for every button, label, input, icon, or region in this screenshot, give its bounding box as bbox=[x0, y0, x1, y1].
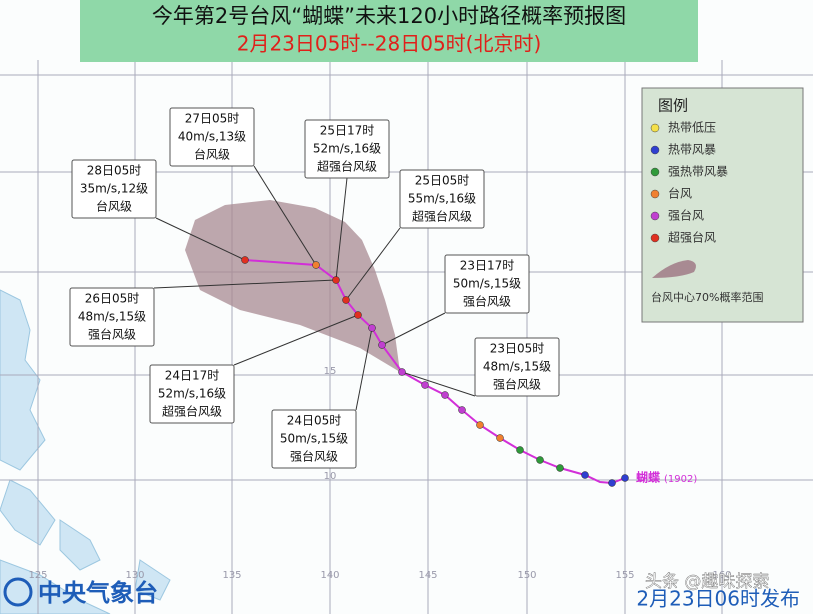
callout-grade: 台风级 bbox=[194, 147, 230, 162]
callout-wind: 48m/s,15级 bbox=[78, 310, 146, 324]
lat-label: 10 bbox=[324, 471, 337, 482]
callout-box bbox=[71, 159, 157, 219]
leader-line bbox=[233, 314, 359, 366]
callout-grade: 强台风级 bbox=[463, 294, 511, 309]
legend-marker bbox=[650, 145, 660, 155]
callout-grade: 超强台风级 bbox=[317, 159, 377, 174]
legend-marker bbox=[650, 211, 660, 221]
leader-line bbox=[345, 227, 401, 301]
legend-title: 图例 bbox=[658, 97, 688, 115]
leader-line bbox=[335, 177, 348, 281]
legend-marker bbox=[650, 189, 660, 199]
callout-box bbox=[444, 254, 530, 314]
callout-box bbox=[474, 337, 560, 397]
logo bbox=[3, 577, 33, 607]
callout-grade: 超强台风级 bbox=[412, 209, 472, 224]
callout-wind: 52m/s,16级 bbox=[158, 387, 226, 401]
land bbox=[0, 289, 171, 614]
lon-labels: 125 130 135 140 145 150 155 160 bbox=[28, 570, 731, 581]
callout-grade: 强台风级 bbox=[88, 327, 136, 342]
callout-box bbox=[169, 107, 255, 167]
callout-time: 24日17时 bbox=[165, 369, 220, 383]
storm-name: 蝴蝶 bbox=[636, 470, 661, 485]
legend-label: 超强台风 bbox=[668, 230, 716, 245]
lon-label: 125 bbox=[28, 570, 47, 581]
callout-grade: 超强台风级 bbox=[162, 404, 222, 419]
callout-wind: 48m/s,15级 bbox=[483, 360, 551, 374]
legend-box bbox=[641, 87, 804, 323]
legend-label: 强热带风暴 bbox=[668, 165, 728, 179]
probability-cone bbox=[185, 200, 400, 372]
leader-lines bbox=[153, 165, 476, 411]
callout-time: 27日05时 bbox=[185, 112, 240, 126]
legend-cone-swatch bbox=[652, 260, 696, 278]
callout-wind: 55m/s,16级 bbox=[408, 192, 476, 206]
legend-label: 热带低压 bbox=[668, 121, 716, 135]
callout-box bbox=[69, 287, 155, 347]
callout-time: 28日05时 bbox=[87, 164, 142, 178]
title-box bbox=[80, 0, 698, 62]
callout-time: 25日17时 bbox=[320, 124, 375, 138]
issued: 2月23日06时发布 bbox=[636, 587, 800, 611]
lon-label: 150 bbox=[517, 570, 536, 581]
lon-label: 145 bbox=[418, 570, 437, 581]
callout-grade: 台风级 bbox=[96, 199, 132, 214]
callouts: 27日05时40m/s,13级台风级25日17时52m/s,16级超强台风级28… bbox=[69, 107, 560, 469]
legend-label: 强台风 bbox=[668, 208, 704, 223]
callout-grade: 强台风级 bbox=[493, 377, 541, 392]
leader-line bbox=[401, 371, 476, 397]
callout-wind: 35m/s,12级 bbox=[80, 182, 148, 196]
lon-label: 155 bbox=[615, 570, 634, 581]
callout-wind: 50m/s,15级 bbox=[280, 432, 348, 446]
watermark: 头条 @趣味探索 bbox=[645, 572, 769, 592]
agency: 中央气象台 bbox=[38, 579, 158, 607]
callout-box bbox=[304, 119, 390, 179]
legend-marker bbox=[650, 233, 660, 243]
callout-wind: 52m/s,16级 bbox=[313, 142, 381, 156]
legend-cone: 台风中心70%概率范围 bbox=[651, 290, 763, 304]
leader-line bbox=[153, 279, 337, 289]
leader-line bbox=[253, 165, 317, 266]
lat-label: 15 bbox=[324, 366, 337, 377]
callout-time: 25日05时 bbox=[415, 174, 470, 188]
lon-label: 130 bbox=[125, 570, 144, 581]
legend-label: 台风 bbox=[668, 186, 692, 201]
leader-line bbox=[355, 327, 373, 411]
legend-label: 热带风暴 bbox=[668, 143, 716, 157]
callout-time: 26日05时 bbox=[85, 292, 140, 306]
title: 今年第2号台风“蝴蝶”未来120小时路径概率预报图 bbox=[152, 4, 626, 28]
callout-time: 23日05时 bbox=[490, 342, 545, 356]
callout-box bbox=[149, 364, 235, 424]
lon-label: 140 bbox=[320, 570, 339, 581]
subtitle: 2月23日05时--28日05时(北京时) bbox=[237, 32, 542, 56]
leader-line bbox=[155, 217, 246, 261]
callout-wind: 50m/s,15级 bbox=[453, 277, 521, 291]
legend-marker bbox=[650, 123, 660, 133]
callout-grade: 强台风级 bbox=[290, 449, 338, 464]
legend-marker bbox=[650, 167, 660, 177]
track-markers bbox=[241, 256, 629, 487]
callout-time: 24日05时 bbox=[287, 414, 342, 428]
callout-box bbox=[399, 169, 485, 229]
storm-code: (1902) bbox=[664, 474, 697, 485]
lon-label: 160 bbox=[712, 570, 731, 581]
leader-line bbox=[381, 312, 446, 346]
callout-box bbox=[271, 409, 357, 469]
lon-label: 135 bbox=[222, 570, 241, 581]
callout-time: 23日17时 bbox=[460, 259, 515, 273]
callout-wind: 40m/s,13级 bbox=[178, 130, 246, 144]
